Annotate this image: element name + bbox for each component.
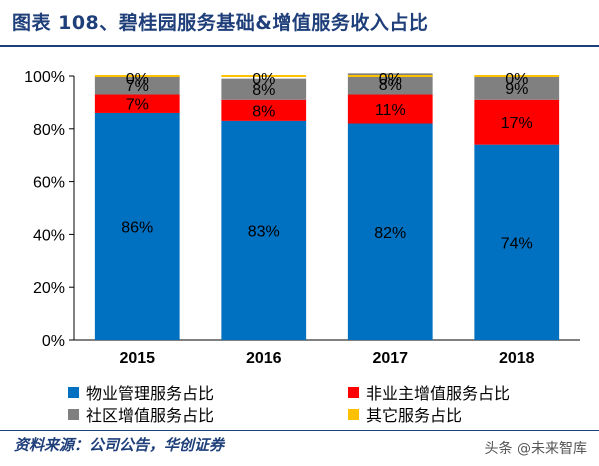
x-tick-label: 2016	[246, 350, 282, 367]
data-label: 0%	[252, 71, 275, 88]
data-label: 86%	[121, 219, 153, 236]
source-divider	[0, 430, 599, 431]
data-label: 9%	[505, 81, 528, 98]
data-label: 17%	[501, 115, 533, 132]
legend-label-other: 其它服务占比	[366, 406, 463, 425]
legend-item-property: 物业管理服务占比	[68, 380, 214, 404]
data-label: 7%	[126, 78, 149, 95]
y-tick-label: 20%	[33, 280, 65, 297]
bar-segment	[221, 99, 307, 121]
data-label: 7%	[126, 97, 149, 114]
bar-segment	[94, 94, 180, 113]
bar-segment	[474, 76, 560, 100]
legend-item-non-owner: 非业主增值服务占比	[348, 380, 510, 404]
legend-label-property: 物业管理服务占比	[86, 384, 215, 403]
watermark: 头条 @未来智库	[484, 441, 587, 457]
legend-swatch-non-owner	[348, 386, 359, 398]
bar-segment	[94, 112, 180, 341]
data-label: 8%	[252, 103, 275, 120]
title-divider	[0, 45, 599, 47]
data-label: 0%	[379, 71, 402, 88]
bar-segment	[474, 99, 560, 145]
legend-label-community: 社区增值服务占比	[86, 406, 215, 425]
y-tick-label: 100%	[24, 69, 65, 86]
bar-segment	[347, 73, 433, 95]
stacked-bar-chart: 0%20%40%60%80%100%86%7%7%0%201583%8%8%0%…	[24, 69, 580, 367]
bar-segment	[94, 76, 180, 95]
bar-segment	[221, 78, 307, 100]
data-label: 11%	[375, 102, 406, 119]
x-tick-label: 2015	[119, 350, 155, 367]
legend-swatch-property	[68, 386, 79, 398]
data-label: 83%	[248, 223, 280, 240]
y-tick-label: 80%	[33, 122, 65, 139]
data-label: 82%	[374, 225, 406, 242]
y-tick-label: 0%	[42, 333, 65, 350]
data-label: 8%	[379, 77, 402, 94]
data-label: 8%	[252, 82, 275, 99]
legend-swatch-other	[348, 408, 359, 420]
x-tick-label: 2018	[499, 350, 535, 367]
bar-segment	[474, 144, 560, 340]
data-label: 0%	[126, 71, 149, 88]
source-note: 资料来源：公司公告，华创证券	[14, 436, 225, 454]
data-label: 0%	[505, 71, 528, 88]
x-tick-label: 2017	[372, 350, 408, 367]
bar-segment	[347, 94, 433, 124]
y-tick-label: 60%	[33, 175, 65, 192]
legend-swatch-community	[68, 408, 79, 420]
chart-title: 图表 108、碧桂园服务基础&增值服务收入占比	[12, 12, 429, 34]
bar-segment	[221, 120, 307, 340]
data-label: 74%	[501, 235, 533, 252]
legend-item-other: 其它服务占比	[348, 402, 462, 426]
bar-segment	[347, 123, 433, 341]
y-tick-label: 40%	[33, 227, 65, 244]
legend-label-non-owner: 非业主增值服务占比	[366, 384, 511, 403]
legend-item-community: 社区增值服务占比	[68, 402, 214, 426]
